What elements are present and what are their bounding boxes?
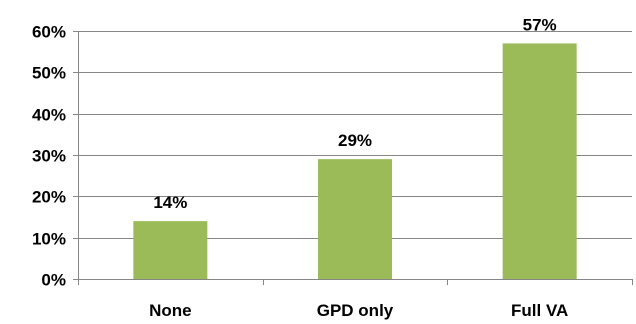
y-tick-label: 50% <box>32 64 66 83</box>
y-tick-label: 40% <box>32 106 66 125</box>
x-axis-category-labels: None GPD only Full VA <box>149 301 568 320</box>
y-tick-label: 20% <box>32 188 66 207</box>
axes <box>73 31 633 285</box>
category-label: GPD only <box>317 301 394 320</box>
category-label: Full VA <box>511 301 568 320</box>
bars <box>133 43 577 280</box>
bar-gpd-only <box>318 159 392 279</box>
data-labels: 14% 29% 57% <box>153 15 556 212</box>
y-tick-label: 0% <box>41 271 66 290</box>
category-label: None <box>149 301 192 320</box>
y-tick-label: 30% <box>32 147 66 166</box>
y-tick-label: 60% <box>32 23 66 42</box>
bar-full-va <box>502 43 577 280</box>
data-label: 14% <box>153 193 187 212</box>
data-label: 29% <box>338 131 372 150</box>
y-tick-label: 10% <box>32 230 66 249</box>
data-label: 57% <box>523 15 557 34</box>
bar-none <box>133 221 208 279</box>
y-axis-tick-labels: 0% 10% 20% 30% 40% 50% 60% <box>32 23 66 290</box>
